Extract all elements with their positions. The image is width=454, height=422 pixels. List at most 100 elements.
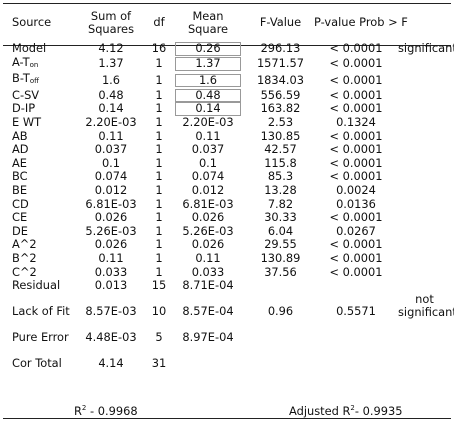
cell-f-value bbox=[247, 319, 314, 345]
cell-mean-square-value: 8.57E-04 bbox=[182, 304, 234, 319]
cell-mean-square: 1.37 bbox=[169, 56, 247, 73]
cell-f-value bbox=[247, 279, 314, 293]
cell-f-value: 163.82 bbox=[260, 101, 301, 116]
cell-mean-square-value: 8.97E-04 bbox=[182, 330, 234, 345]
table-row: B^2 0.11 1 0.11 130.89 < 0.0001 bbox=[3, 250, 451, 266]
table-row: D-IP 0.14 1 0.14 163.82 < 0.0001 bbox=[3, 102, 451, 116]
cell-df: 1 bbox=[155, 223, 163, 238]
cell-source-subscript: off bbox=[29, 77, 39, 86]
cell-mean-square-value: 1.6 bbox=[175, 73, 241, 88]
cell-df: 1 bbox=[155, 128, 163, 143]
cell-sum-of-squares: 0.14 bbox=[98, 101, 124, 116]
cell-significance bbox=[398, 130, 451, 144]
cell-mean-square: 5.26E-03 bbox=[169, 223, 247, 239]
cell-source-text: CD bbox=[12, 196, 29, 211]
cell-mean-square-value: 6.81E-03 bbox=[182, 196, 234, 211]
cell-f-value: 30.33 bbox=[264, 210, 297, 225]
cell-sum-of-squares: 0.1 bbox=[101, 155, 121, 170]
cell-sum-of-squares: 4.12 bbox=[98, 41, 124, 55]
cell-p-value: < 0.0001 bbox=[329, 237, 383, 252]
cell-df: 1 bbox=[155, 114, 163, 129]
header-ms-line1: Mean bbox=[192, 8, 224, 23]
table-row: C-SV 0.48 1 0.48 556.59 < 0.0001 bbox=[3, 87, 451, 103]
cell-sum-of-squares: 1.6 bbox=[101, 72, 121, 87]
cell-df: 5 bbox=[155, 330, 163, 345]
cell-significance bbox=[398, 225, 451, 239]
cell-source: DE bbox=[3, 224, 73, 239]
cell-sum-of-squares: 0.11 bbox=[98, 128, 124, 143]
cell-p-value: 0.1324 bbox=[336, 114, 376, 129]
cell-p-value: < 0.0001 bbox=[329, 210, 383, 225]
table-body: Model 4.12 16 0.26 296.13 < 0.0001 significant… bbox=[3, 41, 454, 371]
cell-source-subscript: on bbox=[29, 60, 39, 69]
table-row: B-Toff 1.6 1 1.6 1834.03 < 0.0001 bbox=[3, 71, 451, 89]
cell-f-value: 2.53 bbox=[267, 114, 294, 129]
cell-source-text: Cor Total bbox=[12, 356, 62, 371]
bottom-rule bbox=[3, 418, 451, 419]
anova-table: Source Sum of Squares df Mean Square F-V… bbox=[3, 3, 454, 371]
cell-significance bbox=[398, 143, 451, 157]
cell-significance bbox=[398, 319, 451, 345]
table-row: Pure Error 4.48E-03 5 8.97E-04 bbox=[3, 319, 451, 345]
table-row: AE 0.1 1 0.1 115.8 < 0.0001 bbox=[3, 155, 451, 171]
cell-significance bbox=[398, 345, 451, 371]
table-row: DE 5.26E-03 1 5.26E-03 6.04 0.0267 bbox=[3, 223, 451, 239]
adjusted-r-squared-sup: 2 bbox=[350, 404, 355, 413]
cell-p-value: < 0.0001 bbox=[329, 41, 383, 55]
cell-p-value: < 0.0001 bbox=[329, 155, 383, 170]
cell-sum-of-squares: 4.14 bbox=[98, 356, 124, 371]
cell-source: CD bbox=[3, 196, 73, 212]
cell-significance bbox=[398, 116, 451, 130]
cell-source-text: Residual bbox=[12, 278, 61, 293]
cell-source-text: D-IP bbox=[12, 101, 36, 116]
cell-f-value: 42.57 bbox=[264, 142, 297, 157]
cell-p-value: 0.0136 bbox=[336, 196, 376, 211]
cell-sum-of-squares: 8.57E-03 bbox=[85, 304, 137, 319]
r-squared-value: - 0.9968 bbox=[86, 404, 138, 418]
cell-f-value: 115.8 bbox=[264, 155, 297, 170]
cell-sum-of-squares: 0.037 bbox=[94, 142, 128, 157]
cell-df: 1 bbox=[155, 56, 163, 71]
cell-mean-square-value: 0.48 bbox=[175, 88, 241, 103]
cell-source: Model bbox=[3, 41, 73, 56]
cell-source: Pure Error bbox=[3, 319, 73, 345]
cell-mean-square-value: 0.026 bbox=[191, 210, 225, 225]
cell-source-text: AE bbox=[12, 155, 27, 170]
cell-source-text: B^2 bbox=[12, 250, 37, 265]
header-df: df bbox=[153, 15, 165, 29]
cell-mean-square-value: 5.26E-03 bbox=[182, 223, 234, 238]
cell-mean-square-value: 0.11 bbox=[195, 128, 221, 143]
cell-mean-square: 0.11 bbox=[169, 128, 247, 144]
cell-source-text: C^2 bbox=[12, 264, 37, 279]
cell-f-value bbox=[247, 345, 314, 371]
cell-f-value: 37.56 bbox=[264, 264, 297, 279]
cell-source: D-IP bbox=[3, 102, 73, 116]
cell-p-value: 0.0267 bbox=[336, 223, 376, 238]
cell-mean-square-value: 1.37 bbox=[175, 57, 241, 71]
cell-mean-square: 0.1 bbox=[169, 155, 247, 171]
table-row: Residual 0.013 15 8.71E-04 bbox=[3, 278, 451, 293]
table-row: BC 0.074 1 0.074 85.3 < 0.0001 bbox=[3, 170, 451, 184]
cell-sum-of-squares: 0.11 bbox=[98, 250, 124, 265]
cell-mean-square: 0.11 bbox=[169, 250, 247, 266]
cell-p-value: < 0.0001 bbox=[329, 169, 383, 184]
cell-source-text: BC bbox=[12, 169, 28, 184]
cell-significance bbox=[398, 56, 451, 73]
cell-source: AE bbox=[3, 155, 73, 171]
cell-significance: significant bbox=[398, 41, 454, 55]
cell-mean-square-value: 0.1 bbox=[198, 155, 218, 170]
cell-mean-square-value: 0.11 bbox=[195, 250, 221, 265]
cell-sum-of-squares: 6.81E-03 bbox=[85, 196, 137, 211]
cell-source: A-Ton bbox=[3, 55, 73, 73]
cell-mean-square-value: 8.71E-04 bbox=[182, 278, 234, 293]
table-row: Cor Total 4.14 31 bbox=[3, 345, 451, 371]
cell-f-value: 1571.57 bbox=[256, 56, 305, 71]
table-row: BE 0.012 1 0.012 13.28 0.0024 bbox=[3, 182, 451, 198]
cell-source-text: Lack of Fit bbox=[12, 304, 70, 319]
cell-mean-square-value: 0.26 bbox=[175, 42, 241, 56]
cell-source: E WT bbox=[3, 115, 73, 130]
cell-p-value bbox=[314, 319, 398, 345]
cell-mean-square-value: 0.012 bbox=[191, 182, 225, 197]
cell-f-value: 556.59 bbox=[260, 87, 301, 102]
cell-df: 1 bbox=[155, 101, 163, 116]
